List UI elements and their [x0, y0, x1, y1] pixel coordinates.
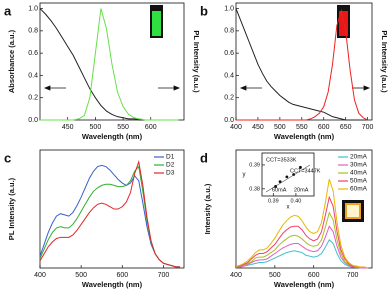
y-tick-label: 0.6 — [28, 50, 38, 57]
legend-label: D1 — [166, 154, 175, 161]
y-tick-label: 0.6 — [224, 50, 234, 57]
scatter-point — [292, 173, 296, 176]
legend-label: 30mA — [350, 162, 368, 169]
panel-label: b — [200, 3, 208, 18]
y-axis-label: y — [243, 172, 246, 178]
y-tick-label: 0.38 — [249, 186, 260, 192]
series-line — [39, 165, 180, 268]
y-tick-label: 0.2 — [28, 95, 38, 102]
series-line — [40, 8, 179, 121]
plot-frame — [235, 149, 373, 269]
x-axis-label: Wavelength (nm) — [82, 280, 143, 289]
y-tick-label: 1.0 — [28, 5, 38, 12]
x-tick-label: 0.39 — [268, 198, 279, 204]
red-glow — [339, 11, 348, 36]
series-line — [236, 195, 369, 269]
led-glow — [345, 203, 361, 219]
scatter-point — [285, 175, 289, 179]
y-tick-label: 0.4 — [224, 72, 234, 79]
x-tick-label: 400 — [230, 124, 242, 131]
y-tick-label: 0.0 — [224, 117, 234, 124]
x-tick-label: 450 — [62, 124, 74, 131]
arrows — [43, 85, 371, 91]
series-line — [236, 225, 369, 269]
y-tick-label: 0.8 — [224, 28, 234, 35]
series-line — [39, 164, 180, 268]
x-tick-label: 500 — [269, 272, 281, 279]
series-line — [39, 159, 180, 268]
x-tick-label: 600 — [116, 272, 128, 279]
annotation: 60mA — [272, 187, 287, 193]
y-axis-label: Intensity (a.u.) — [203, 183, 212, 234]
legend-label: D3 — [166, 170, 175, 177]
x-tick-label: 600 — [318, 124, 330, 131]
green-glow — [152, 11, 161, 36]
x-tick-label: 550 — [117, 124, 129, 131]
series-line — [236, 239, 369, 269]
x-tick-label: 450 — [252, 124, 264, 131]
x-tick-label: 700 — [362, 124, 374, 131]
plot-frame — [39, 149, 185, 269]
series-line — [235, 8, 368, 121]
x-tick-label: 700 — [158, 272, 170, 279]
annotation: 20mA — [294, 187, 309, 193]
legend-label: 60mA — [350, 186, 368, 193]
y-tick-label: 0.0 — [28, 117, 38, 124]
x-tick-label: 400 — [34, 272, 46, 279]
x-tick-label: 600 — [308, 272, 320, 279]
y-axis-label: Absorbance (a.u.) — [7, 29, 16, 93]
x-tick-label: 400 — [230, 272, 242, 279]
y-tick-label: 0.2 — [224, 95, 234, 102]
annotation: CCT=3447K — [290, 168, 321, 174]
x-tick-label: 500 — [75, 272, 87, 279]
x-tick-label: 0.40 — [291, 198, 302, 204]
legend-label: 40mA — [350, 170, 368, 177]
x-axis-label: Wavelength (nm) — [274, 132, 335, 141]
legend-label: 50mA — [350, 178, 368, 185]
plot-frame — [39, 2, 185, 121]
panel-label: a — [4, 3, 12, 18]
y2-axis-label: PL Intensity (a.u.) — [380, 30, 389, 93]
x-tick-label: 500 — [274, 124, 286, 131]
panel-label: d — [200, 150, 208, 165]
y-tick-label: 0.39 — [249, 162, 260, 168]
annotation: CCT=3533K — [266, 157, 297, 163]
series-line — [235, 178, 369, 269]
x-axis-label: Wavelength (nm) — [82, 132, 143, 141]
x-tick-label: 700 — [347, 272, 359, 279]
y-axis-label: PL Intensity (a.u.) — [7, 177, 16, 240]
y-tick-label: 0.8 — [28, 28, 38, 35]
x-axis-label: x — [287, 205, 290, 211]
scatter-point — [274, 185, 277, 188]
scatter-point — [278, 180, 282, 184]
x-tick-label: 500 — [90, 124, 102, 131]
panel-label: c — [4, 150, 11, 165]
series-line — [236, 8, 368, 121]
legend-label: 20mA — [350, 154, 368, 161]
series-line — [235, 211, 369, 269]
scatter-point — [299, 165, 302, 169]
x-tick-label: 550 — [296, 124, 308, 131]
y-tick-label: 1.0 — [224, 5, 234, 12]
y-tick-label: 0.4 — [28, 72, 38, 79]
x-tick-label: 600 — [145, 124, 157, 131]
x-tick-label: 650 — [340, 124, 352, 131]
legend-label: D2 — [166, 162, 175, 169]
x-axis-label: Wavelength (nm) — [274, 280, 335, 289]
fit-line — [265, 164, 311, 193]
y2-axis-label: PL Intensity (a.u.) — [192, 30, 201, 93]
